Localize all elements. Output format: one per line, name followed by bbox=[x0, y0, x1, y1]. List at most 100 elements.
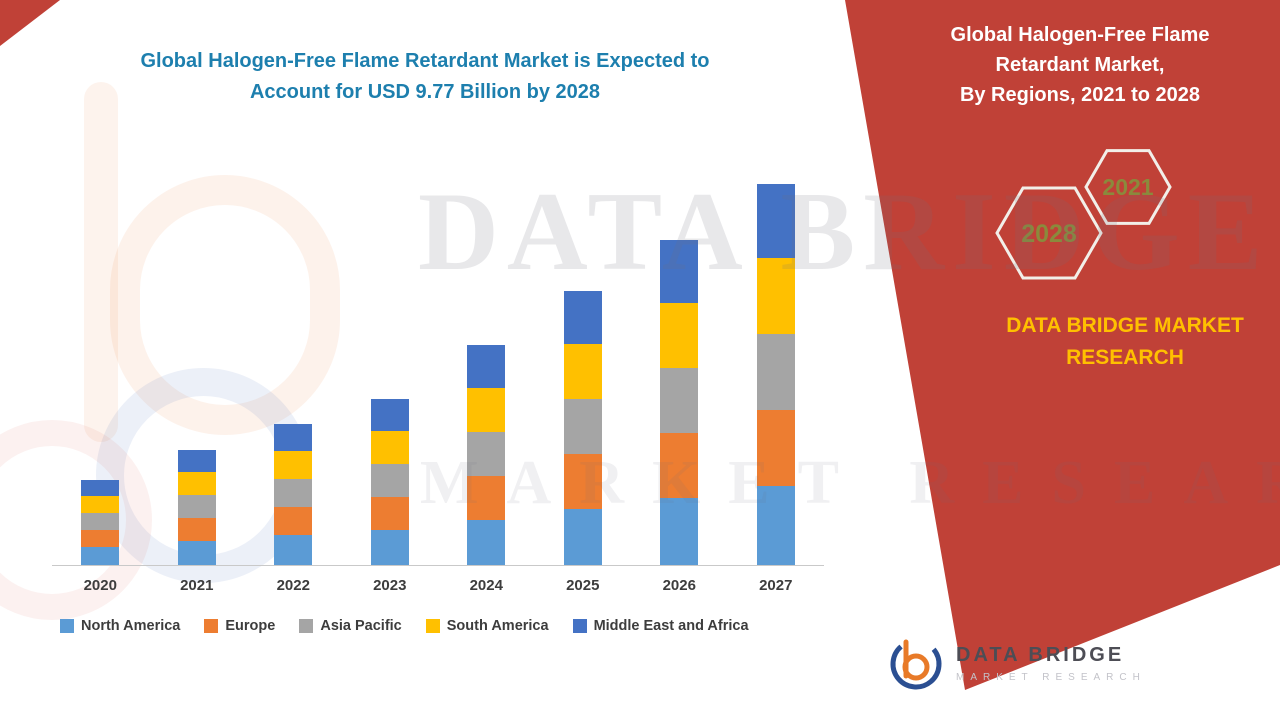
bar-segment bbox=[81, 480, 120, 496]
footer-tagline: MARKET RESEARCH bbox=[956, 671, 1146, 683]
bar-segment bbox=[756, 258, 795, 334]
bar-segment bbox=[563, 399, 602, 454]
panel-title-line1: Global Halogen-Free Flame Retardant Mark… bbox=[950, 24, 1210, 76]
bar-segment bbox=[563, 454, 602, 509]
bar-group bbox=[149, 450, 246, 565]
bar-segment bbox=[370, 431, 409, 464]
bar-stack bbox=[467, 345, 506, 565]
bar-segment bbox=[370, 464, 409, 497]
bar-segment bbox=[467, 476, 506, 520]
x-axis-label: 2021 bbox=[180, 577, 214, 594]
x-axis-label: 2026 bbox=[662, 577, 696, 594]
bar-segment bbox=[756, 184, 795, 258]
x-axis-labels-row: 2020 2021 2022 2023 2024 2025 2026 2027 bbox=[52, 566, 824, 594]
x-axis-label: 2024 bbox=[469, 577, 503, 594]
bar-segment bbox=[660, 303, 699, 368]
bar-segment bbox=[81, 547, 120, 565]
x-axis-label: 2025 bbox=[566, 577, 600, 594]
bar-group bbox=[245, 424, 342, 565]
bar-segment bbox=[756, 334, 795, 410]
bar-stack bbox=[756, 184, 795, 565]
chart-legend: North America Europe Asia Pacific South Ame… bbox=[60, 618, 749, 634]
legend-item: North America bbox=[60, 618, 180, 634]
bar-segment bbox=[660, 368, 699, 433]
x-axis-label: 2027 bbox=[759, 577, 793, 594]
bar-segment bbox=[274, 479, 313, 507]
bar-stack bbox=[563, 291, 602, 565]
bar-segment bbox=[81, 496, 120, 513]
databridge-logo-icon bbox=[890, 638, 942, 690]
legend-item: Europe bbox=[204, 618, 275, 634]
bars-row bbox=[52, 160, 824, 566]
legend-item: Asia Pacific bbox=[299, 618, 402, 634]
bar-segment bbox=[756, 410, 795, 486]
footer-logo: DATA BRIDGE MARKET RESEARCH bbox=[886, 634, 1146, 692]
bar-stack bbox=[370, 399, 409, 565]
x-axis-label: 2020 bbox=[83, 577, 117, 594]
chart-title: Global Halogen-Free Flame Retardant Mark… bbox=[140, 50, 710, 103]
year-hexagons: 2021 2028 bbox=[995, 149, 1172, 280]
bar-segment bbox=[467, 432, 506, 476]
x-axis-label: 2023 bbox=[373, 577, 407, 594]
bar-segment bbox=[81, 513, 120, 530]
hexagon-2028-label: 2028 bbox=[1021, 220, 1077, 248]
bar-segment bbox=[274, 424, 313, 451]
bar-segment bbox=[177, 450, 216, 472]
bar-segment bbox=[660, 498, 699, 565]
legend-marker bbox=[60, 619, 74, 633]
bar-segment bbox=[177, 495, 216, 518]
legend-item: Middle East and Africa bbox=[572, 618, 749, 634]
bar-segment bbox=[467, 345, 506, 388]
hexagon-2021-label: 2021 bbox=[1102, 174, 1153, 200]
bar-segment bbox=[177, 472, 216, 495]
legend-marker bbox=[425, 619, 440, 633]
hexagon-2021-icon bbox=[1084, 149, 1172, 225]
legend-label: Europe bbox=[225, 618, 276, 634]
bar-group bbox=[631, 240, 728, 565]
bar-stack bbox=[177, 450, 216, 565]
legend-label: South America bbox=[446, 618, 549, 634]
bar-segment bbox=[274, 535, 313, 565]
panel-title-line2: By Regions, 2021 to 2028 bbox=[959, 84, 1201, 106]
bar-segment bbox=[370, 399, 409, 431]
bar-segment bbox=[756, 486, 795, 565]
bar-segment bbox=[563, 344, 602, 399]
bar-segment bbox=[467, 388, 506, 432]
legend-marker bbox=[299, 619, 314, 633]
bar-segment bbox=[370, 497, 409, 530]
bar-segment bbox=[563, 509, 602, 565]
bar-segment bbox=[274, 507, 313, 535]
footer-brand-name: DATA BRIDGE bbox=[956, 643, 1125, 666]
bar-group bbox=[52, 480, 149, 565]
bar-group bbox=[535, 291, 632, 565]
bar-segment bbox=[81, 530, 120, 547]
bar-stack bbox=[660, 240, 699, 565]
bar-group bbox=[728, 184, 825, 565]
bar-segment bbox=[370, 530, 409, 565]
panel-title: Global Halogen-Free Flame Retardant Mark… bbox=[925, 20, 1235, 110]
panel-brand-text: DATA BRIDGE MARKET RESEARCH bbox=[1006, 314, 1244, 369]
bar-segment bbox=[177, 541, 216, 565]
bar-segment bbox=[660, 240, 699, 303]
x-axis-label: 2022 bbox=[276, 577, 310, 594]
hexagon-2028-icon bbox=[995, 186, 1103, 280]
legend-label: North America bbox=[81, 618, 181, 634]
legend-item: South America bbox=[425, 618, 549, 634]
legend-label: Asia Pacific bbox=[320, 618, 402, 634]
bar-segment bbox=[660, 433, 699, 498]
bar-stack bbox=[81, 480, 120, 565]
bar-group bbox=[438, 345, 535, 565]
bar-segment bbox=[177, 518, 216, 541]
bar-group bbox=[342, 399, 439, 565]
legend-marker bbox=[572, 619, 587, 633]
footer-logo-text: DATA BRIDGE MARKET RESEARCH bbox=[956, 644, 1146, 683]
bar-segment bbox=[274, 451, 313, 479]
bar-segment bbox=[563, 291, 602, 344]
stacked-bar-chart: 2020 2021 2022 2023 2024 2025 2026 2027 bbox=[52, 160, 824, 594]
bar-segment bbox=[467, 520, 506, 565]
legend-label: Middle East and Africa bbox=[593, 618, 749, 634]
bar-stack bbox=[274, 424, 313, 565]
legend-marker bbox=[204, 619, 219, 633]
top-left-corner-triangle bbox=[0, 0, 60, 46]
